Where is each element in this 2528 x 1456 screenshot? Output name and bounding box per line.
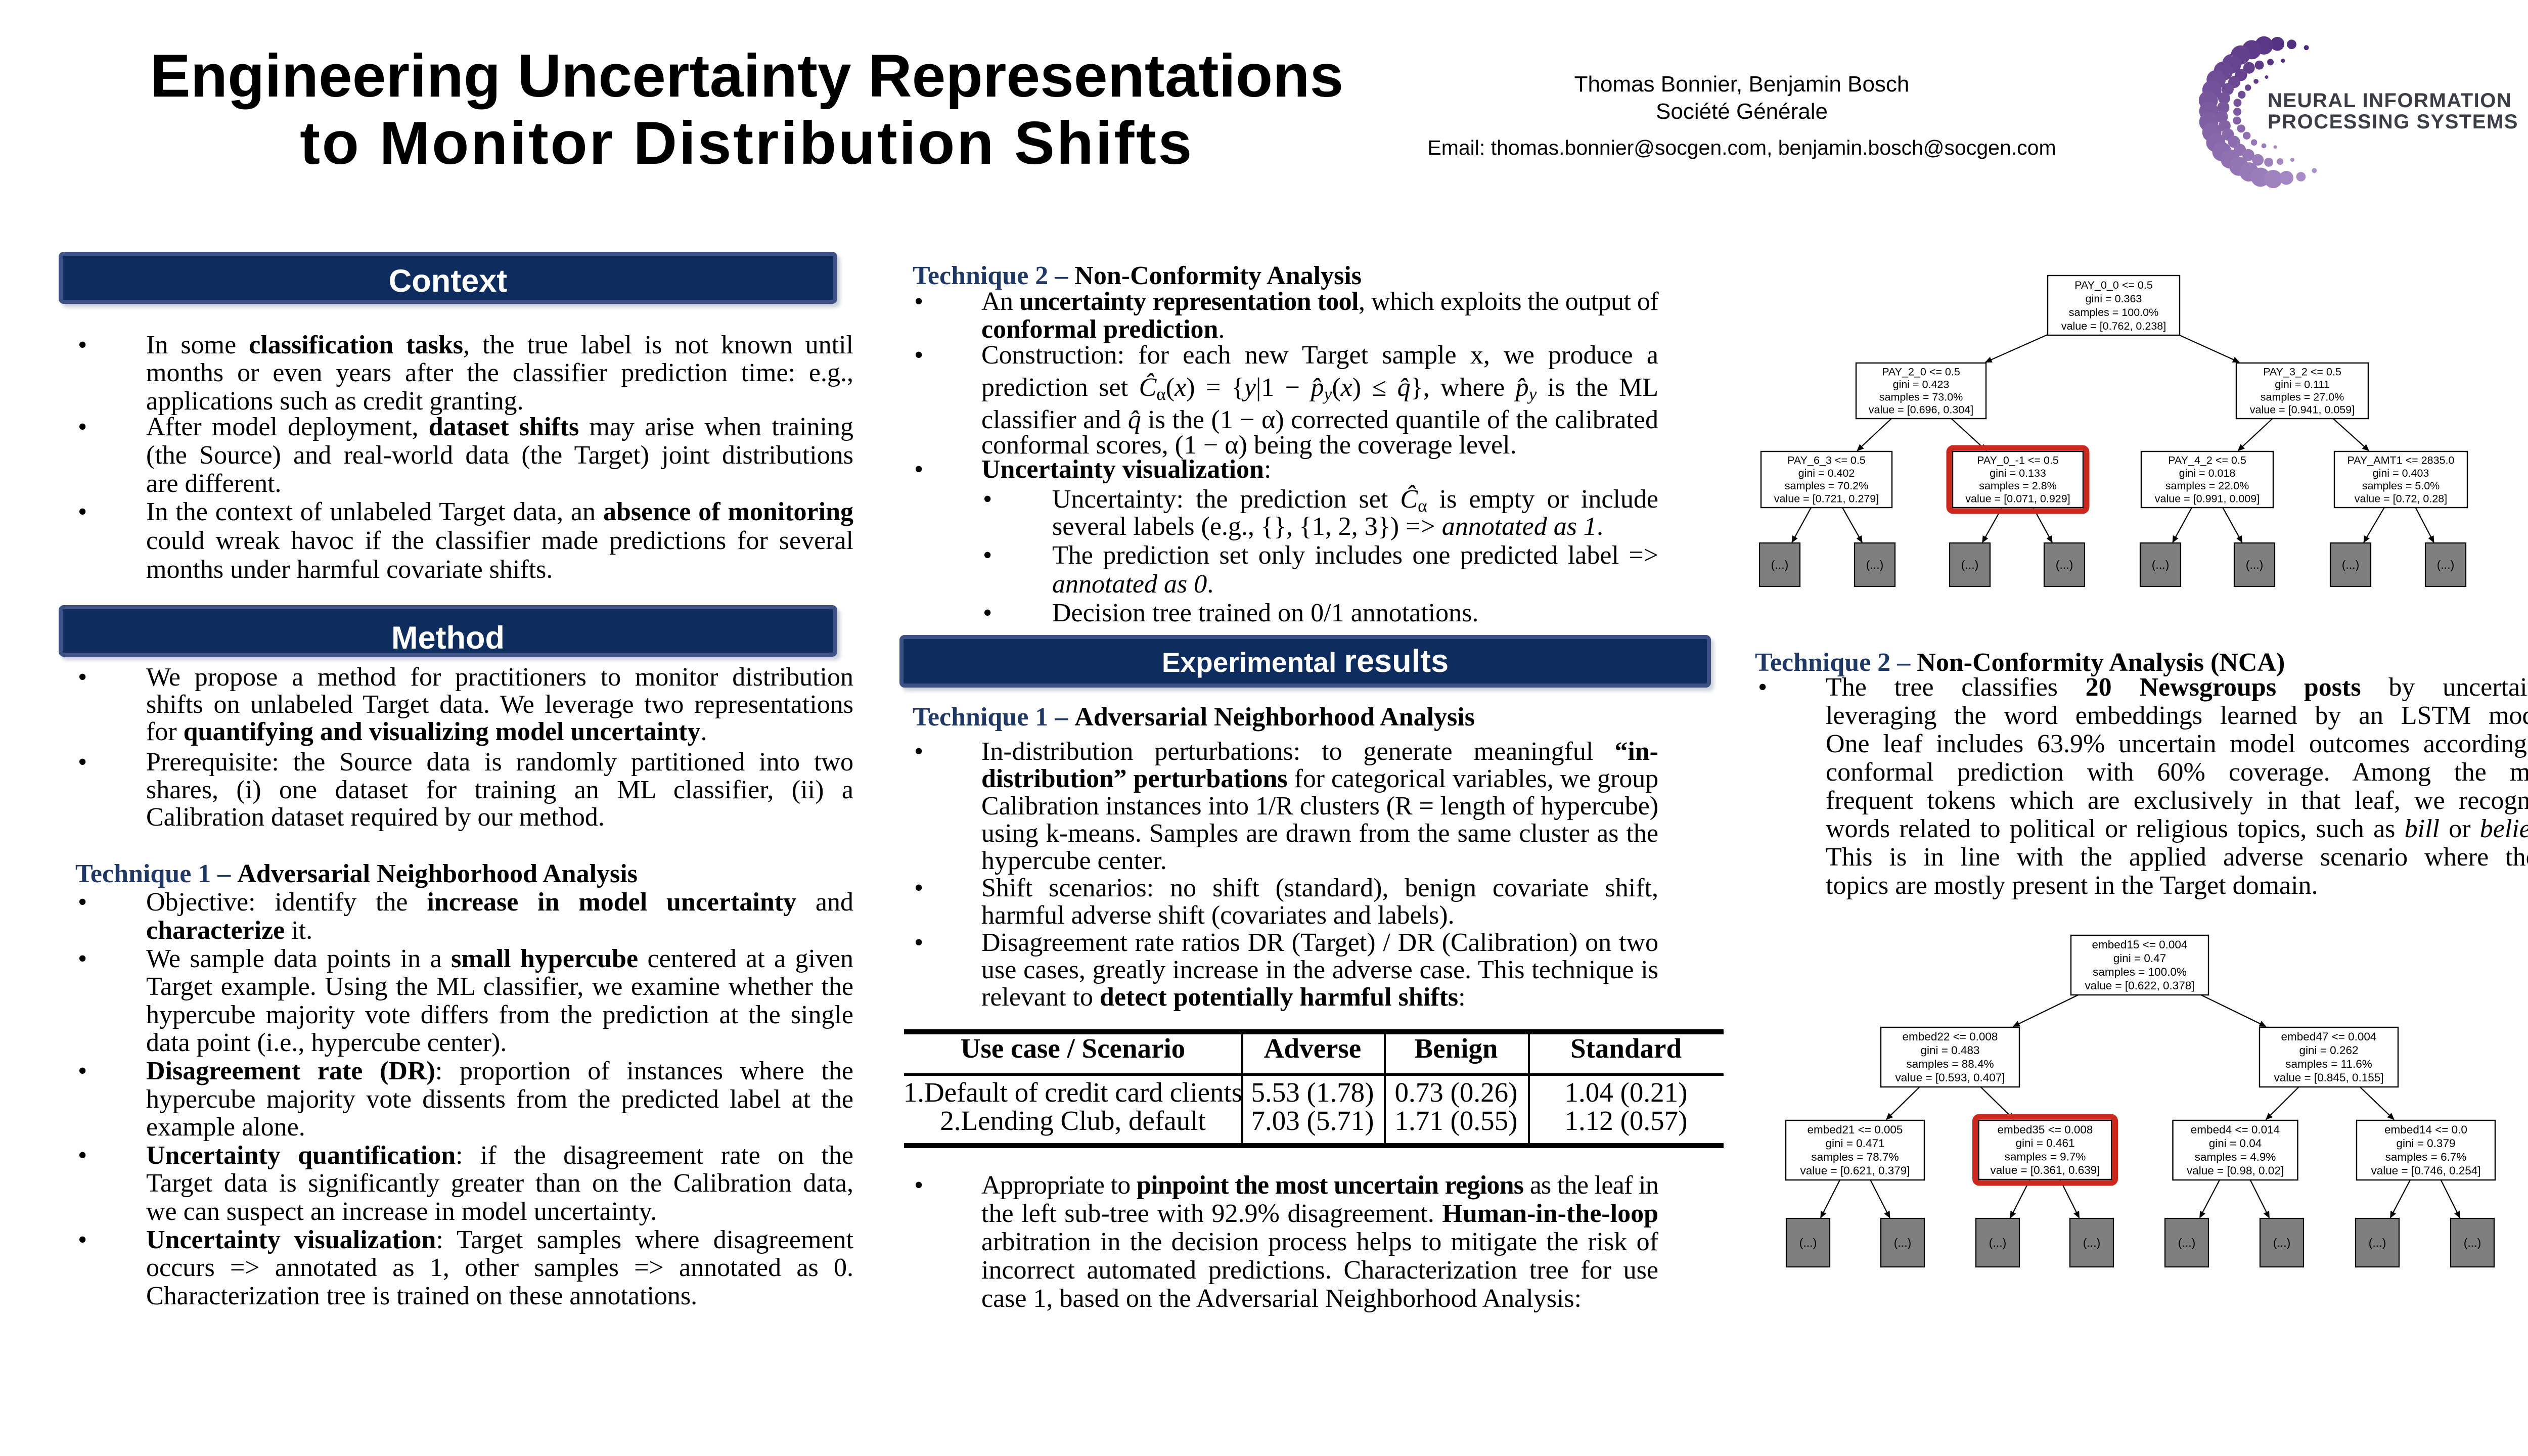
svg-text:(...): (...) bbox=[2342, 558, 2360, 571]
svg-text:value = [0.621, 0.379]: value = [0.621, 0.379] bbox=[1800, 1164, 1910, 1177]
svg-text:samples = 100.0%: samples = 100.0% bbox=[2069, 306, 2158, 318]
svg-text:samples = 9.7%: samples = 9.7% bbox=[2005, 1150, 2086, 1163]
svg-text:(...): (...) bbox=[2369, 1236, 2386, 1249]
svg-text:PAY_0_0 <= 0.5: PAY_0_0 <= 0.5 bbox=[2074, 279, 2153, 291]
svg-text:(...): (...) bbox=[2178, 1236, 2196, 1249]
svg-text:value = [0.071, 0.929]: value = [0.071, 0.929] bbox=[1965, 492, 2070, 505]
svg-text:value = [0.593, 0.407]: value = [0.593, 0.407] bbox=[1895, 1071, 2005, 1084]
svg-text:gini = 0.379: gini = 0.379 bbox=[2397, 1137, 2456, 1150]
svg-text:(...): (...) bbox=[2464, 1236, 2481, 1249]
svg-text:value = [0.845, 0.155]: value = [0.845, 0.155] bbox=[2274, 1071, 2383, 1084]
svg-text:value = [0.762, 0.238]: value = [0.762, 0.238] bbox=[2061, 320, 2166, 332]
svg-text:(...): (...) bbox=[1866, 558, 1884, 571]
svg-text:value = [0.622, 0.378]: value = [0.622, 0.378] bbox=[2085, 979, 2194, 992]
svg-text:PAY_3_2 <= 0.5: PAY_3_2 <= 0.5 bbox=[2263, 366, 2341, 378]
svg-text:gini = 0.483: gini = 0.483 bbox=[1921, 1044, 1980, 1057]
svg-text:gini = 0.262: gini = 0.262 bbox=[2299, 1044, 2359, 1057]
svg-text:(...): (...) bbox=[2083, 1236, 2101, 1249]
svg-text:samples = 2.8%: samples = 2.8% bbox=[1979, 480, 2057, 492]
svg-text:(...): (...) bbox=[2437, 558, 2455, 571]
svg-text:value = [0.361, 0.639]: value = [0.361, 0.639] bbox=[1990, 1164, 2100, 1176]
svg-text:value = [0.941, 0.059]: value = [0.941, 0.059] bbox=[2250, 404, 2355, 416]
svg-text:samples = 88.4%: samples = 88.4% bbox=[1906, 1058, 1994, 1070]
svg-text:samples = 11.6%: samples = 11.6% bbox=[2285, 1058, 2372, 1070]
svg-text:gini = 0.133: gini = 0.133 bbox=[1990, 467, 2046, 479]
svg-text:gini = 0.363: gini = 0.363 bbox=[2086, 293, 2142, 305]
svg-text:embed35 <= 0.008: embed35 <= 0.008 bbox=[1998, 1123, 2093, 1136]
svg-text:(...): (...) bbox=[2056, 558, 2073, 571]
svg-text:PAY_6_3 <= 0.5: PAY_6_3 <= 0.5 bbox=[1787, 454, 1866, 467]
svg-text:samples = 70.2%: samples = 70.2% bbox=[1785, 480, 1869, 492]
svg-text:samples = 22.0%: samples = 22.0% bbox=[2165, 480, 2249, 492]
svg-text:embed14 <= 0.0: embed14 <= 0.0 bbox=[2384, 1123, 2467, 1136]
svg-text:gini = 0.403: gini = 0.403 bbox=[2373, 467, 2429, 479]
svg-text:gini = 0.461: gini = 0.461 bbox=[2016, 1137, 2075, 1150]
svg-text:samples = 27.0%: samples = 27.0% bbox=[2261, 391, 2344, 403]
svg-text:(...): (...) bbox=[1989, 1236, 2007, 1249]
svg-text:samples = 100.0%: samples = 100.0% bbox=[2093, 966, 2187, 978]
svg-text:embed47 <= 0.004: embed47 <= 0.004 bbox=[2281, 1030, 2377, 1043]
svg-text:PAY_4_2 <= 0.5: PAY_4_2 <= 0.5 bbox=[2168, 454, 2246, 467]
svg-text:gini = 0.018: gini = 0.018 bbox=[2179, 467, 2236, 479]
svg-text:gini = 0.47: gini = 0.47 bbox=[2113, 952, 2166, 965]
svg-text:PAY_0_-1 <= 0.5: PAY_0_-1 <= 0.5 bbox=[1977, 454, 2059, 467]
svg-text:samples = 4.9%: samples = 4.9% bbox=[2195, 1151, 2276, 1163]
svg-text:value = [0.991, 0.009]: value = [0.991, 0.009] bbox=[2155, 492, 2260, 505]
svg-text:gini = 0.04: gini = 0.04 bbox=[2209, 1137, 2262, 1150]
svg-text:embed4 <= 0.014: embed4 <= 0.014 bbox=[2191, 1123, 2280, 1136]
svg-text:embed21 <= 0.005: embed21 <= 0.005 bbox=[1808, 1123, 1903, 1136]
svg-text:(...): (...) bbox=[2152, 558, 2170, 571]
svg-text:gini = 0.423: gini = 0.423 bbox=[1893, 379, 1950, 391]
svg-text:(...): (...) bbox=[1771, 558, 1789, 571]
svg-text:samples = 6.7%: samples = 6.7% bbox=[2385, 1151, 2467, 1163]
svg-text:(...): (...) bbox=[1799, 1236, 1817, 1249]
svg-text:(...): (...) bbox=[2246, 558, 2264, 571]
svg-text:PAY_AMT1 <= 2835.0: PAY_AMT1 <= 2835.0 bbox=[2348, 454, 2455, 467]
svg-text:PAY_2_0 <= 0.5: PAY_2_0 <= 0.5 bbox=[1882, 366, 1960, 378]
svg-text:(...): (...) bbox=[1894, 1236, 1912, 1249]
svg-text:gini = 0.111: gini = 0.111 bbox=[2275, 379, 2330, 391]
svg-text:value = [0.721, 0.279]: value = [0.721, 0.279] bbox=[1774, 492, 1879, 505]
svg-text:samples = 78.7%: samples = 78.7% bbox=[1811, 1151, 1899, 1163]
svg-text:gini = 0.402: gini = 0.402 bbox=[1798, 467, 1855, 479]
svg-text:value = [0.72, 0.28]: value = [0.72, 0.28] bbox=[2355, 492, 2448, 505]
svg-text:(...): (...) bbox=[1961, 558, 1979, 571]
svg-text:value = [0.98, 0.02]: value = [0.98, 0.02] bbox=[2187, 1164, 2284, 1177]
svg-text:samples = 73.0%: samples = 73.0% bbox=[1879, 391, 1963, 403]
svg-text:(...): (...) bbox=[2273, 1236, 2291, 1249]
svg-text:embed15 <= 0.004: embed15 <= 0.004 bbox=[2092, 938, 2188, 951]
svg-text:samples = 5.0%: samples = 5.0% bbox=[2362, 480, 2440, 492]
svg-text:gini = 0.471: gini = 0.471 bbox=[1826, 1137, 1885, 1150]
svg-text:embed22 <= 0.008: embed22 <= 0.008 bbox=[1903, 1030, 1998, 1043]
svg-text:value = [0.696, 0.304]: value = [0.696, 0.304] bbox=[1869, 404, 1973, 416]
svg-text:value = [0.746, 0.254]: value = [0.746, 0.254] bbox=[2371, 1164, 2480, 1177]
